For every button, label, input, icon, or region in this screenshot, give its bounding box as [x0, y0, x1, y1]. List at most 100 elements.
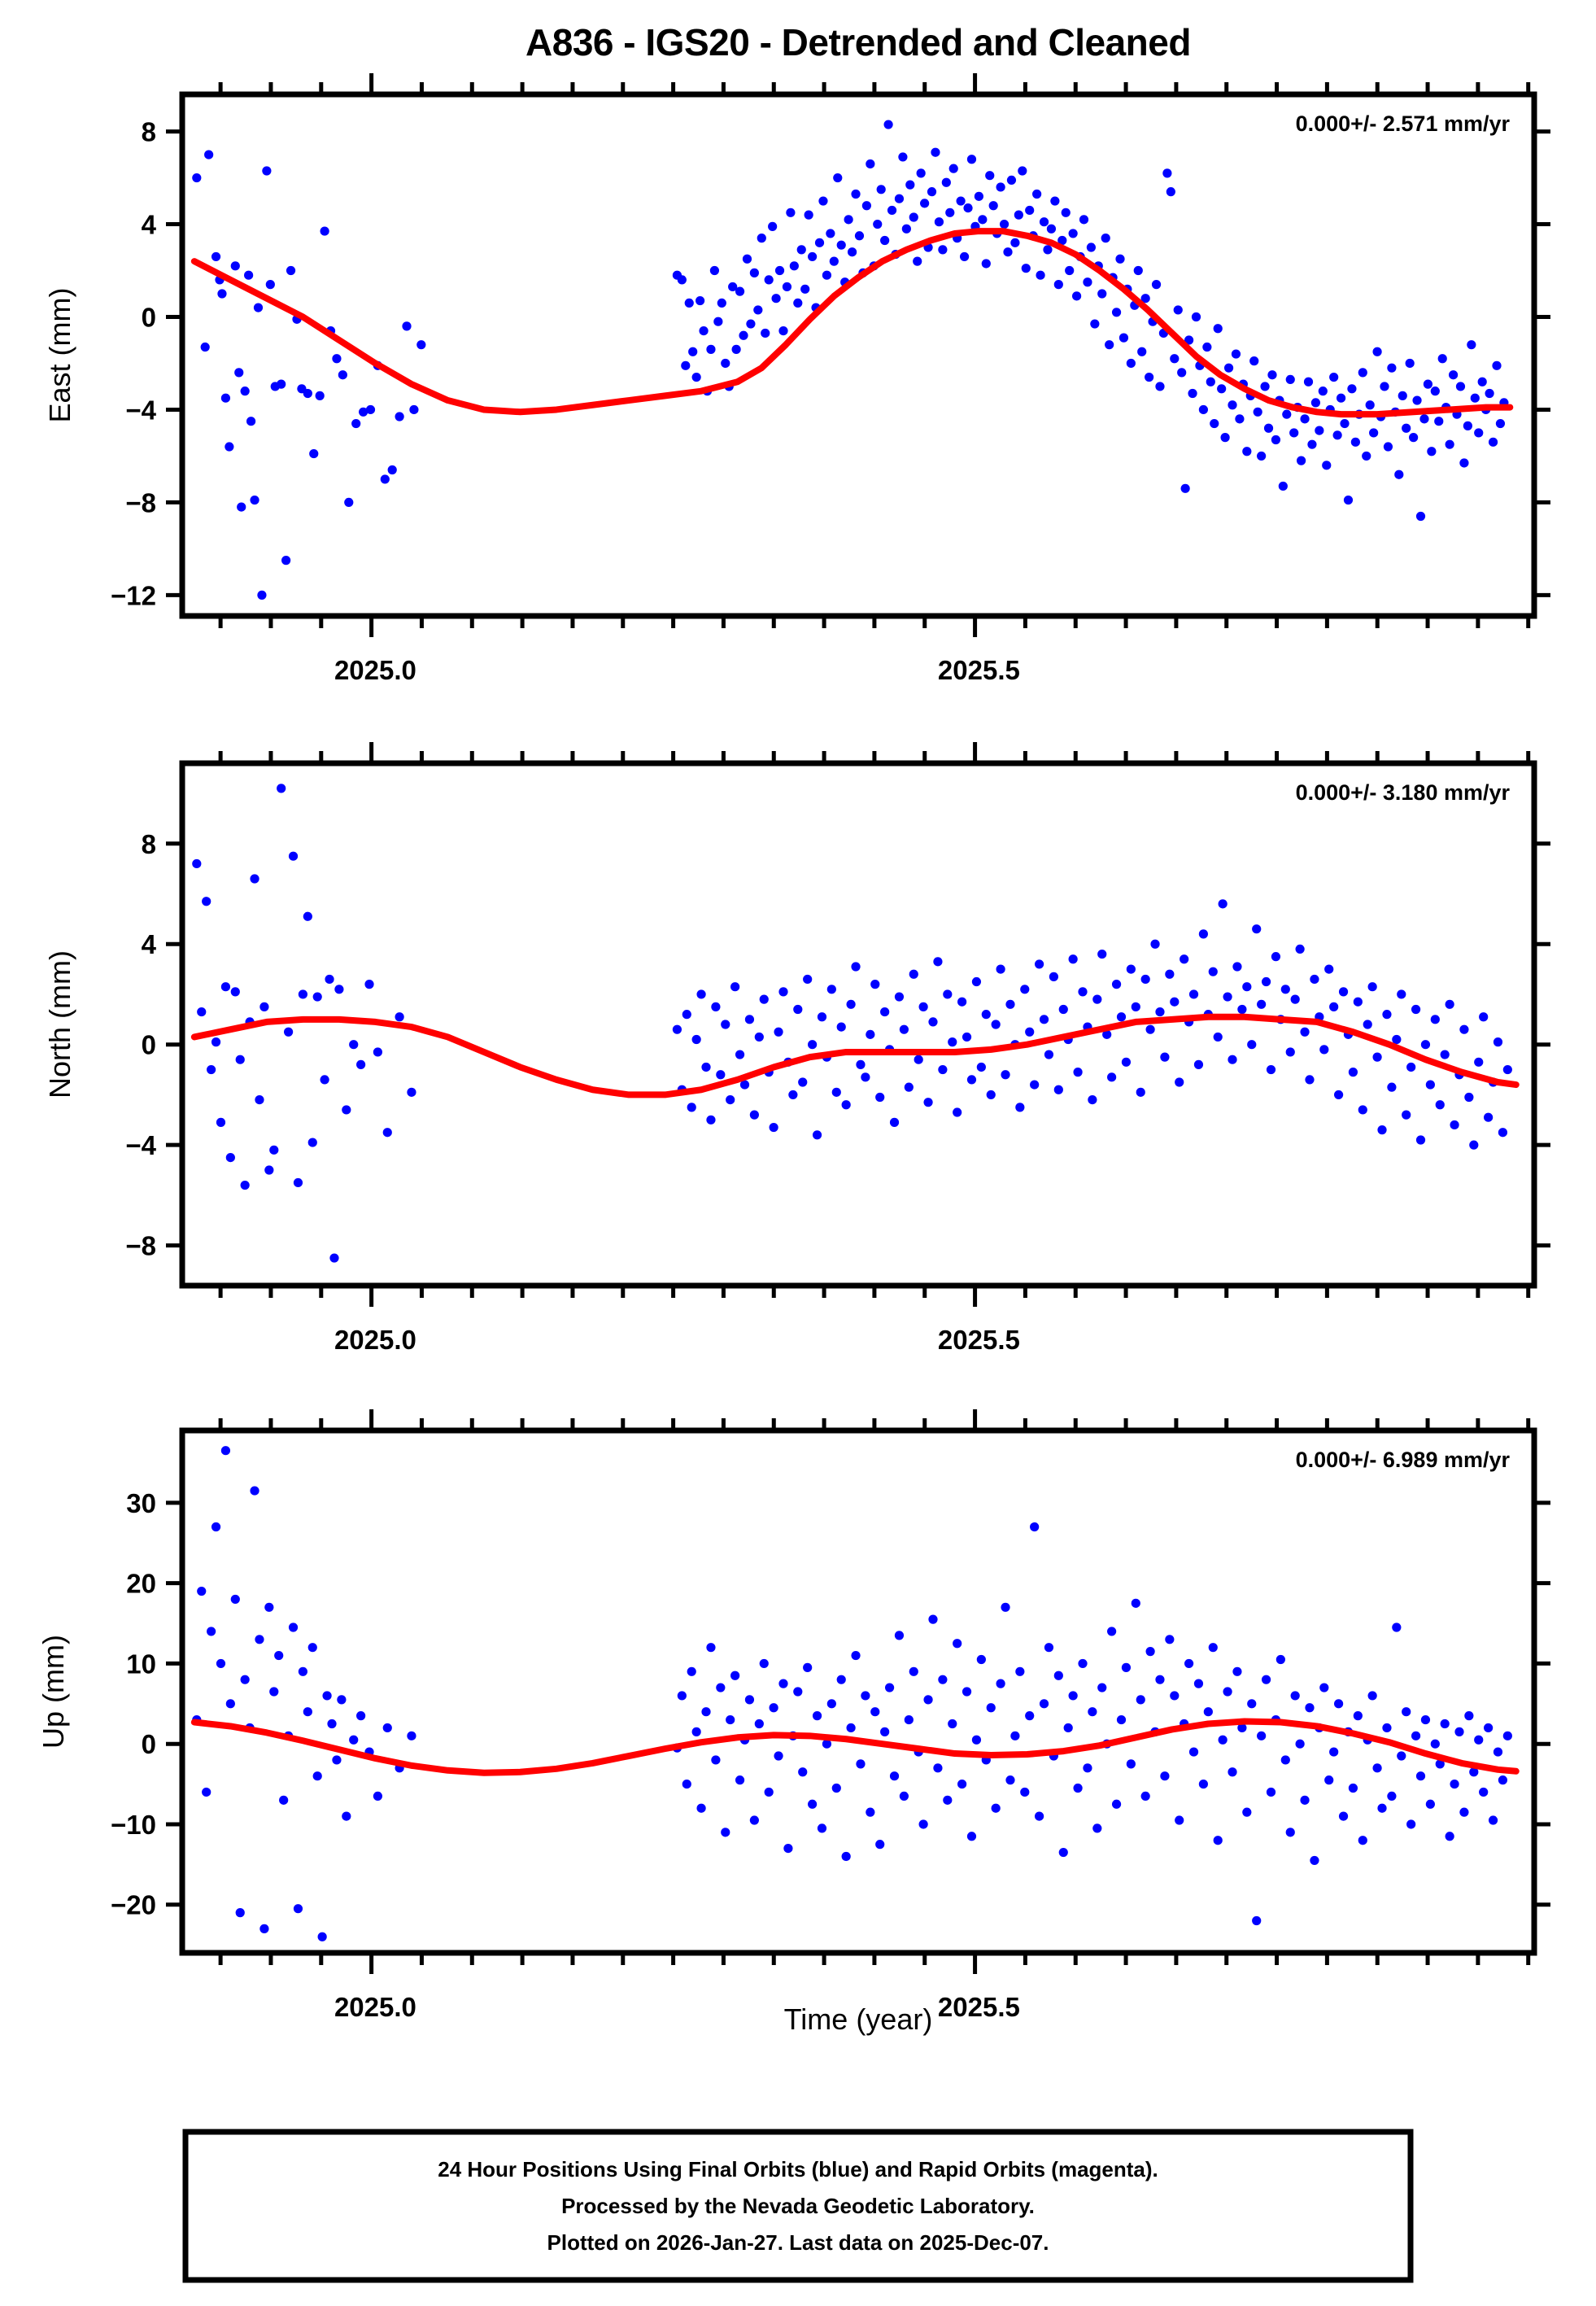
y-tick-label: 8 [142, 117, 156, 147]
data-point [1213, 1032, 1223, 1042]
data-point [1039, 1699, 1049, 1709]
data-point [349, 1040, 359, 1050]
panel-up: 30 20 10 0 −10 −20 2025.0 2025.5 Up (mm) 0.000+/-… [37, 1409, 1550, 2022]
data-point [220, 982, 231, 992]
data-point [1050, 196, 1060, 206]
data-point [1280, 1755, 1290, 1765]
data-point [288, 851, 299, 861]
data-point [927, 187, 937, 197]
data-point [1348, 1783, 1358, 1793]
data-point [1021, 264, 1031, 273]
data-point [764, 275, 774, 285]
data-point [959, 251, 970, 262]
data-point [934, 217, 944, 227]
data-point [1502, 1064, 1512, 1075]
data-point [1307, 439, 1317, 449]
data-point [293, 1177, 303, 1188]
data-point [856, 1059, 866, 1069]
data-point [1347, 384, 1357, 394]
data-point [1121, 1057, 1132, 1067]
data-point [833, 173, 843, 183]
data-point [1223, 1687, 1232, 1697]
data-point [1053, 280, 1063, 290]
data-point [351, 418, 361, 429]
data-point [880, 1727, 890, 1736]
data-point [1247, 1699, 1257, 1709]
data-point [192, 858, 202, 869]
data-point [1415, 1771, 1426, 1781]
data-point [688, 347, 698, 356]
data-point [1372, 1763, 1382, 1773]
data-point [220, 1446, 231, 1456]
rate-annotation-east: 0.000+/- 2.571 mm/yr [1296, 111, 1511, 136]
data-point [1006, 175, 1017, 186]
data-point [395, 412, 404, 421]
data-point [1078, 987, 1088, 997]
data-point [971, 976, 982, 987]
data-point [851, 1650, 861, 1661]
data-point [841, 1100, 851, 1110]
data-point [1485, 388, 1494, 399]
data-point [1252, 924, 1262, 934]
data-point [1285, 374, 1295, 385]
data-point [1097, 289, 1107, 299]
data-point [1232, 962, 1242, 972]
data-point [407, 1087, 416, 1097]
y-tick-label: 10 [126, 1649, 156, 1679]
data-point [1280, 985, 1290, 994]
data-point [225, 442, 234, 452]
data-point [1329, 372, 1339, 382]
plot-area-north [190, 784, 1520, 1263]
data-point [846, 1723, 856, 1733]
data-point [909, 969, 918, 979]
data-point [255, 1095, 264, 1105]
data-point [293, 1904, 303, 1914]
data-point [986, 1703, 996, 1713]
data-point [938, 245, 948, 255]
data-point [1063, 1723, 1073, 1733]
data-point [1232, 1666, 1242, 1676]
data-point [731, 344, 741, 354]
data-point [1434, 417, 1444, 426]
data-point [774, 265, 785, 276]
data-point [682, 1779, 691, 1789]
data-point [728, 282, 738, 292]
data-point [905, 180, 915, 190]
data-point [1025, 205, 1035, 216]
data-point [1430, 1015, 1440, 1024]
data-point [1419, 414, 1429, 424]
data-point [846, 999, 856, 1009]
data-point [1137, 347, 1147, 356]
data-point [706, 1643, 716, 1653]
data-point [753, 305, 763, 315]
data-point [1372, 347, 1382, 356]
data-point [1015, 1103, 1025, 1112]
data-point [1249, 356, 1259, 366]
data-point [996, 1679, 1005, 1688]
data-point [764, 1787, 774, 1797]
data-point [1469, 1140, 1479, 1150]
data-point [240, 387, 250, 396]
data-point [1402, 1110, 1411, 1120]
data-point [1362, 451, 1371, 461]
data-point [953, 1639, 962, 1649]
data-point [1484, 1112, 1494, 1122]
data-point [1387, 1082, 1397, 1092]
data-point [782, 282, 792, 292]
data-point [1464, 1711, 1474, 1721]
axes-frame-up [179, 1427, 1537, 1956]
data-point [1463, 421, 1472, 430]
data-point [1170, 354, 1180, 364]
data-point [246, 417, 256, 426]
data-point [1285, 1828, 1295, 1837]
data-point [1493, 1747, 1503, 1757]
data-point [1415, 1135, 1426, 1145]
data-point [309, 448, 319, 459]
data-point [962, 1687, 972, 1697]
data-point [1459, 1024, 1469, 1034]
y-tick-label: −12 [111, 580, 156, 610]
data-point [1412, 395, 1422, 405]
data-point [1423, 379, 1433, 389]
data-point [1046, 224, 1057, 234]
data-point [1495, 418, 1506, 429]
